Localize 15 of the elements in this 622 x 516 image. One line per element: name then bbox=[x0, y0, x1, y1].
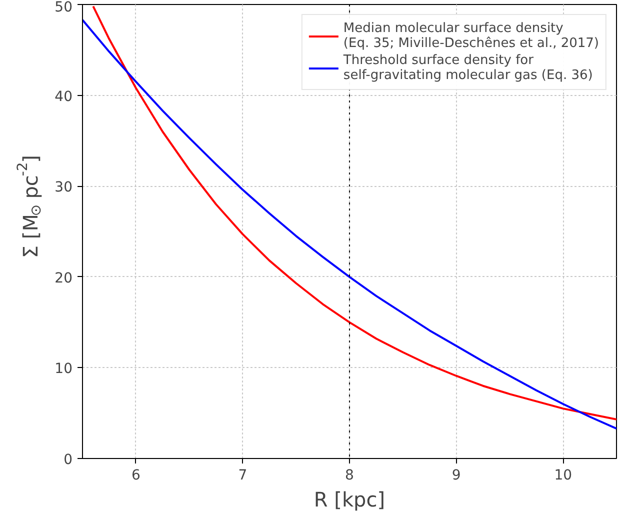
x-tick-label: 8 bbox=[345, 468, 354, 484]
x-tick-label: 6 bbox=[131, 468, 140, 484]
y-tick-label: 50 bbox=[54, 0, 73, 16]
x-tick-label: 9 bbox=[452, 468, 461, 484]
y-tick-label: 0 bbox=[64, 452, 73, 468]
legend-label: Threshold surface density for self-gravitating molecular gas (Eq. 36) bbox=[343, 53, 593, 83]
x-tick-label: 7 bbox=[238, 468, 248, 484]
x-tick-label: 10 bbox=[554, 468, 572, 484]
x-axis-title: R [kpc] bbox=[314, 488, 386, 512]
legend-label: Median molecular surface density (Eq. 35; Miville-Deschênes et al., 2017) bbox=[343, 21, 599, 51]
y-tick-label: 20 bbox=[54, 270, 73, 286]
y-axis-title: Σ [M⊙ pc-2] bbox=[15, 155, 44, 258]
y-tick-label: 40 bbox=[54, 88, 73, 105]
y-tick-label: 10 bbox=[54, 361, 73, 378]
y-tick-label: 30 bbox=[54, 180, 73, 196]
